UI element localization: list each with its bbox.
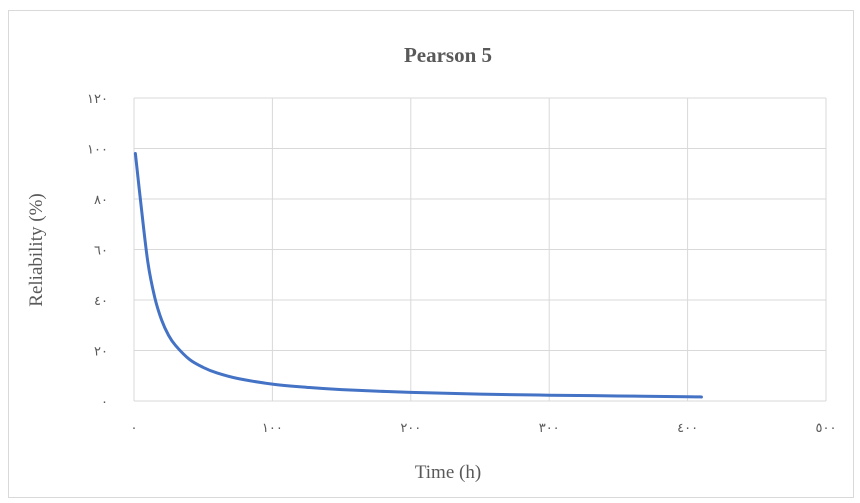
y-tick-label: ٦٠ <box>94 244 108 259</box>
chart-frame <box>8 10 854 498</box>
y-tick-label: ١٢٠ <box>87 92 108 107</box>
y-tick-label: ٨٠ <box>94 193 108 208</box>
y-axis-ticks: ٠ ٢٠ ٤٠ ٦٠ ٨٠ ١٠٠ ١٢٠ <box>87 92 108 410</box>
x-tick-label: ١٠٠ <box>262 421 283 436</box>
x-tick-label: ٤٠٠ <box>677 421 698 436</box>
y-tick-label: ٤٠ <box>94 294 108 309</box>
x-axis-ticks: ٠ ١٠٠ ٢٠٠ ٣٠٠ ٤٠٠ ٥٠٠ <box>131 421 837 436</box>
y-tick-label: ٠ <box>101 395 108 410</box>
chart-title: Pearson 5 <box>404 43 492 67</box>
y-axis-label: Reliability (%) <box>26 193 47 306</box>
y-tick-label: ٢٠ <box>94 345 108 360</box>
x-tick-label: ٣٠٠ <box>539 421 560 436</box>
x-axis-label: Time (h) <box>415 462 481 483</box>
x-tick-label: ٢٠٠ <box>400 421 421 436</box>
y-tick-label: ١٠٠ <box>87 143 108 158</box>
x-tick-label: ٥٠٠ <box>816 421 837 436</box>
series-line <box>133 152 703 399</box>
x-tick-label: ٠ <box>131 421 138 436</box>
gridlines <box>133 97 827 402</box>
